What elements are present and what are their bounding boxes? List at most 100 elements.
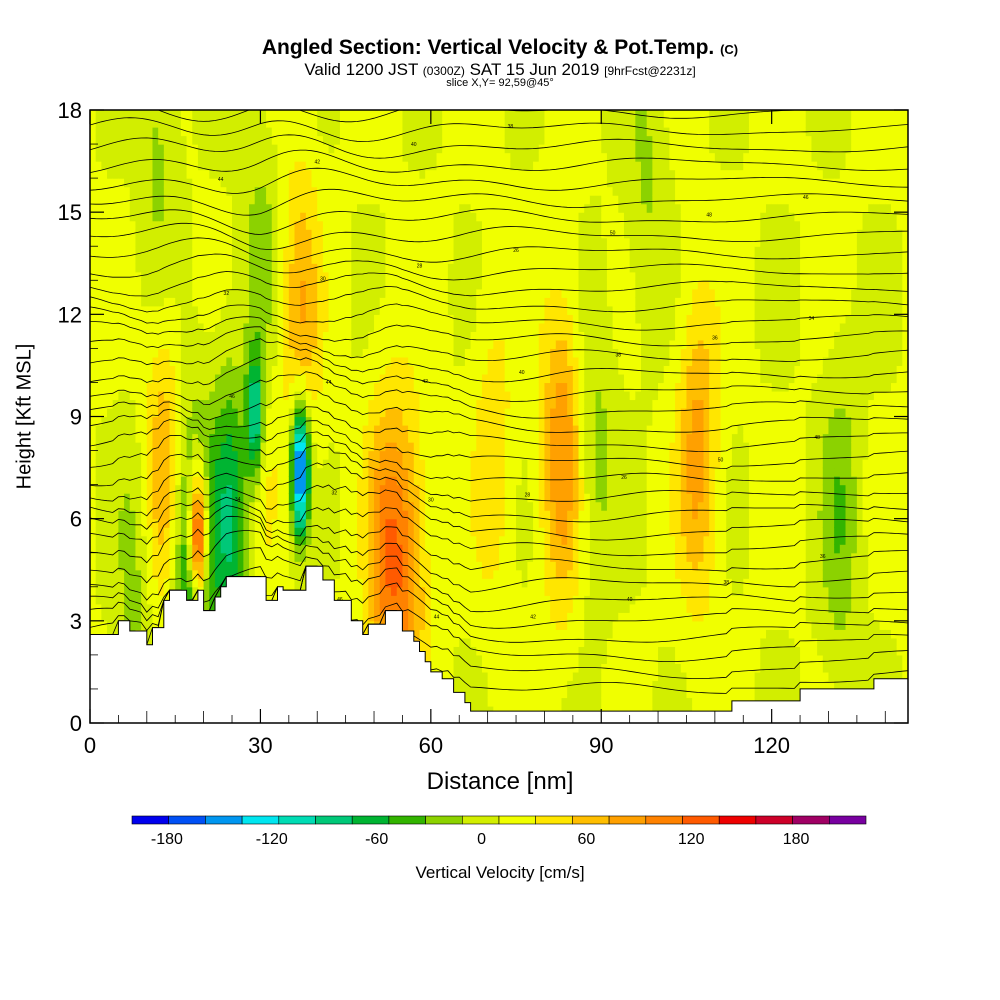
velocity-cell [322, 348, 330, 358]
velocity-cell [356, 110, 364, 120]
velocity-cell [311, 493, 318, 503]
velocity-cell [192, 263, 199, 273]
velocity-cell [112, 586, 120, 596]
velocity-cell [158, 246, 165, 256]
velocity-cell [254, 442, 262, 452]
velocity-cell [476, 356, 483, 367]
velocity-cell [334, 527, 341, 537]
velocity-cell [408, 280, 415, 290]
velocity-cell [175, 356, 182, 367]
velocity-cell [374, 271, 381, 281]
velocity-cell [192, 297, 199, 307]
velocity-cell [408, 169, 415, 179]
velocity-cell [368, 212, 375, 222]
velocity-cell [470, 322, 477, 332]
velocity-cell [442, 152, 449, 162]
velocity-cell [95, 527, 102, 537]
velocity-cell [464, 195, 472, 205]
velocity-cell [396, 407, 404, 418]
velocity-cell [362, 382, 369, 392]
velocity-cell [300, 416, 307, 426]
velocity-cell [464, 425, 472, 435]
velocity-cell [396, 203, 404, 213]
velocity-cell [339, 569, 347, 579]
velocity-cell [317, 459, 324, 469]
velocity-cell [186, 135, 193, 145]
velocity-cell [220, 493, 227, 503]
velocity-cell [481, 688, 489, 699]
velocity-cell [237, 561, 244, 571]
velocity-cell [175, 186, 182, 196]
velocity-cell [459, 348, 466, 358]
velocity-cell [345, 161, 352, 171]
velocity-cell [425, 331, 432, 341]
velocity-cell [101, 348, 108, 358]
velocity-cell [481, 612, 489, 622]
velocity-cell [413, 220, 421, 230]
velocity-cell [152, 212, 159, 222]
velocity-cell [277, 535, 284, 545]
velocity-cell [305, 271, 313, 281]
velocity-cell [254, 263, 262, 273]
velocity-cell [180, 288, 188, 298]
velocity-cell [328, 280, 335, 290]
velocity-cell [356, 569, 364, 579]
velocity-cell [141, 365, 148, 375]
velocity-cell [322, 518, 330, 528]
velocity-cell [124, 578, 131, 588]
velocity-cell [141, 425, 148, 435]
velocity-cell [345, 195, 352, 205]
velocity-cell [481, 535, 489, 545]
velocity-cell [436, 425, 443, 435]
velocity-cell [430, 161, 438, 171]
velocity-cell [101, 612, 108, 622]
velocity-cell [459, 637, 466, 647]
velocity-cell [243, 493, 250, 503]
velocity-cell [209, 586, 216, 596]
velocity-cell [476, 271, 483, 281]
velocity-cell [175, 314, 182, 324]
velocity-cell [402, 186, 409, 196]
velocity-cell [271, 212, 279, 222]
velocity-cell [345, 561, 352, 571]
velocity-cell [226, 442, 233, 452]
velocity-cell [129, 144, 137, 154]
velocity-cell [442, 390, 449, 401]
velocity-cell [356, 263, 364, 273]
velocity-cell [107, 314, 114, 324]
velocity-cell [266, 467, 273, 477]
velocity-cell [146, 161, 154, 171]
velocity-cell [197, 476, 205, 486]
velocity-cell [453, 433, 460, 443]
velocity-cell [436, 629, 443, 639]
velocity-cell [339, 331, 347, 341]
velocity-cell [464, 561, 472, 571]
velocity-cell [95, 390, 102, 401]
velocity-cell [135, 322, 142, 332]
velocity-cell [135, 339, 142, 349]
velocity-cell [158, 356, 165, 367]
velocity-cell [192, 586, 199, 596]
velocity-cell [112, 331, 120, 341]
velocity-cell [197, 425, 205, 435]
velocity-cell [476, 195, 483, 205]
velocity-cell [163, 297, 171, 307]
velocity-cell [107, 467, 114, 477]
velocity-cell [476, 705, 483, 716]
velocity-cell [180, 169, 188, 179]
velocity-cell [186, 467, 193, 477]
velocity-cell [135, 144, 142, 154]
velocity-cell [470, 450, 477, 460]
velocity-cell [317, 220, 324, 230]
velocity-cell [163, 595, 171, 605]
velocity-cell [197, 169, 205, 179]
velocity-cell [385, 144, 392, 154]
velocity-cell [237, 476, 244, 486]
velocity-cell [180, 425, 188, 435]
velocity-cell [169, 501, 176, 511]
velocity-cell [368, 161, 375, 171]
velocity-cell [283, 127, 290, 137]
velocity-cell [470, 578, 477, 588]
velocity-cell [339, 467, 347, 477]
velocity-cell [288, 322, 296, 332]
